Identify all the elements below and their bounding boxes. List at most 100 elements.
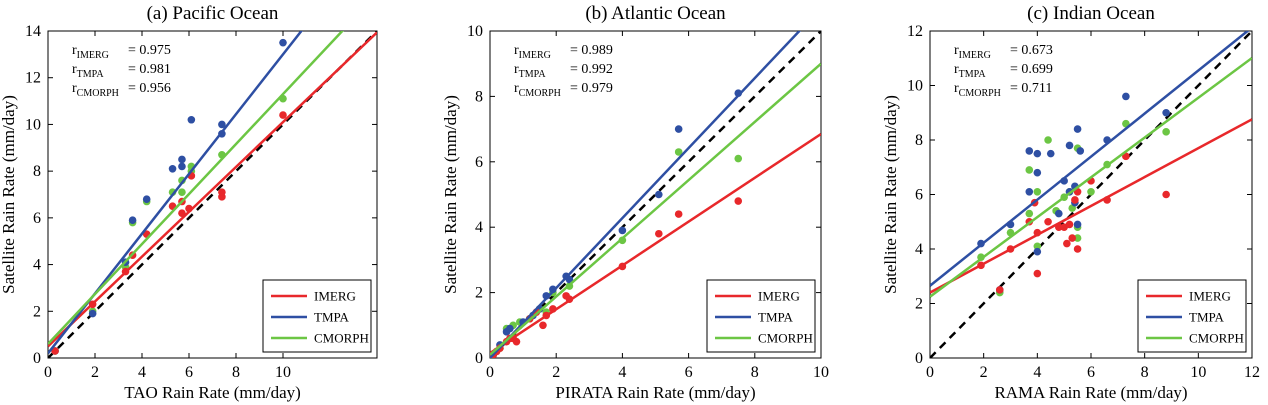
x-tick-label: 8: [751, 364, 759, 381]
stat-value: = 0.711: [1010, 81, 1052, 96]
stat-r: r: [72, 81, 77, 96]
legend-label: IMERG: [758, 289, 800, 304]
legend-label: TMPA: [1189, 310, 1225, 325]
data-point-imerg: [1068, 234, 1077, 242]
stat-label: rCMORPH: [514, 81, 561, 99]
data-point-imerg: [1063, 239, 1071, 248]
data-point-tmpa: [1055, 209, 1063, 218]
legend-label: TMPA: [758, 310, 794, 325]
chart-atlantic-ocean: 0 2 4 6 8 10 0 2 4 6 8 10 (b) Atlantic Ocean PIRATA R…: [441, 3, 829, 402]
stat-label: rTMPA: [954, 62, 986, 80]
data-point-imerg: [539, 321, 547, 330]
x-tick-label: 0: [926, 364, 934, 381]
chart-indian-ocean: 0 2 4 6 8 10 12 0 2 4 6 8 10 12 (c) Indian Ocean RAMA R…: [881, 3, 1260, 402]
stat-label: rIMERG: [954, 43, 991, 61]
chart-title: (c) Indian Ocean: [1027, 3, 1155, 24]
stat-r: r: [954, 43, 959, 58]
stat-label: rCMORPH: [954, 81, 1001, 99]
stat-label: rIMERG: [514, 43, 551, 61]
data-point-tmpa: [1025, 187, 1034, 196]
stat-value: = 0.992: [570, 62, 613, 77]
stat-subscript: TMPA: [519, 69, 547, 80]
y-axis-label: Satellite Rain Rate (mm/day): [0, 95, 18, 294]
x-tick-label: 10: [813, 364, 829, 381]
stat-subscript: CMORPH: [519, 88, 561, 99]
stat-value: = 0.673: [1010, 43, 1053, 58]
data-point-imerg: [655, 229, 663, 238]
stat-subscript: TMPA: [959, 69, 987, 80]
data-point-imerg: [1071, 196, 1079, 204]
legend-label: TMPA: [314, 310, 350, 325]
data-point-tmpa: [1065, 141, 1074, 150]
regression-line-imerg: [930, 118, 1252, 294]
x-tick-label: 2: [980, 364, 988, 381]
data-point-tmpa: [178, 155, 186, 164]
data-point-tmpa: [88, 309, 97, 318]
data-point-tmpa: [168, 165, 177, 173]
x-tick-label: 8: [232, 364, 240, 381]
stat-subscript: CMORPH: [959, 88, 1001, 99]
x-tick-label: 2: [91, 364, 99, 381]
regression-line-imerg: [48, 31, 377, 348]
stat-subscript: IMERG: [959, 50, 991, 61]
legend-label: CMORPH: [1189, 331, 1244, 346]
x-tick-label: 10: [275, 364, 291, 381]
y-tick-label: 12: [25, 70, 41, 87]
stat-label: rTMPA: [514, 62, 546, 80]
data-point-tmpa: [1033, 247, 1042, 256]
panel-pacific-ocean: 0 2 4 6 8 10 0 2 4 6 8 10 12 14 (a) Pacific Ocean TAO R…: [0, 0, 422, 405]
plot-area: [48, 31, 377, 358]
data-point-tmpa: [506, 324, 514, 333]
stat-label: rIMERG: [72, 43, 109, 61]
y-tick-label: 4: [475, 219, 483, 236]
regression-line-tmpa: [48, 31, 303, 355]
data-point-cmorph: [1033, 187, 1042, 196]
data-point-tmpa: [1162, 108, 1170, 117]
stat-value: = 0.989: [570, 43, 613, 58]
one-to-one-line: [490, 31, 821, 358]
data-point-tmpa: [1073, 125, 1082, 133]
data-point-imerg: [1073, 245, 1082, 253]
data-point-cmorph: [178, 188, 186, 196]
data-point-cmorph: [1087, 187, 1095, 196]
data-point-tmpa: [1033, 168, 1042, 177]
y-tick-label: 4: [915, 241, 923, 258]
y-tick-label: 0: [915, 350, 923, 367]
x-tick-label: 4: [1033, 364, 1041, 381]
data-point-imerg: [734, 197, 743, 205]
panel-atlantic-ocean: 0 2 4 6 8 10 0 2 4 6 8 10 (b) Atlantic Ocean PIRATA R…: [422, 0, 844, 405]
stat-value: = 0.981: [128, 62, 171, 77]
data-point-tmpa: [1076, 147, 1085, 155]
y-tick-label: 14: [25, 23, 41, 40]
x-axis-label: TAO Rain Rate (mm/day): [124, 383, 301, 402]
data-point-cmorph: [1025, 166, 1034, 174]
y-tick-label: 10: [907, 78, 923, 95]
stat-r: r: [514, 43, 519, 58]
data-point-tmpa: [1025, 147, 1034, 155]
legend-label: CMORPH: [758, 331, 813, 346]
plot-area: [490, 31, 821, 358]
data-point-cmorph: [1025, 209, 1034, 218]
data-point-tmpa: [1046, 149, 1055, 158]
x-tick-label: 6: [185, 364, 193, 381]
data-point-tmpa: [618, 226, 627, 235]
stat-r: r: [514, 62, 519, 77]
stat-subscript: IMERG: [519, 50, 551, 61]
data-point-cmorph: [734, 154, 743, 163]
stat-value: = 0.979: [570, 81, 613, 96]
data-point-tmpa: [218, 120, 226, 129]
data-point-imerg: [279, 111, 287, 119]
data-point-imerg: [1065, 220, 1074, 229]
x-tick-label: 0: [486, 364, 494, 381]
regression-line-tmpa: [490, 31, 802, 358]
data-point-imerg: [674, 210, 683, 218]
stat-subscript: TMPA: [77, 69, 105, 80]
legend-label: CMORPH: [314, 331, 369, 346]
data-point-tmpa: [178, 162, 186, 171]
stat-r: r: [72, 62, 77, 77]
x-axis-label: RAMA Rain Rate (mm/day): [994, 383, 1187, 402]
data-point-tmpa: [655, 190, 663, 199]
x-tick-label: 0: [44, 364, 52, 381]
x-tick-label: 2: [552, 364, 560, 381]
y-tick-label: 8: [915, 132, 923, 149]
